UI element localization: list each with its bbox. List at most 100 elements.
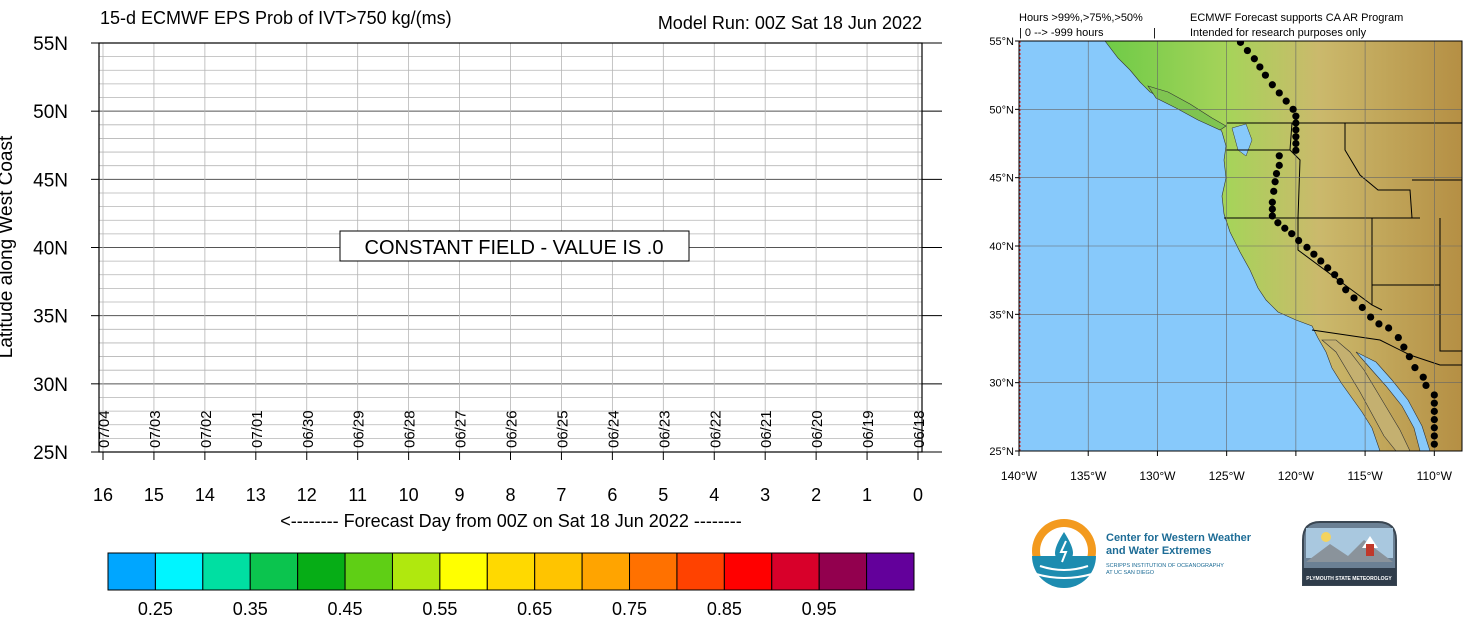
x-tick-label: 0 [913,485,923,505]
date-label: 07/02 [198,410,215,448]
map-y-tick-label: 30°N [989,378,1014,390]
colorbar-swatch [297,552,346,591]
colorbar-label: 0.55 [422,599,457,619]
plot-grid [99,42,922,453]
date-label: 06/29 [351,410,368,448]
map-legend-title: Hours >99%,>75%,>50% [1019,12,1143,24]
coast-point [1292,126,1300,134]
coast-point [1324,264,1332,272]
colorbar-swatch [866,552,915,591]
map-y-tick-label: 55°N [989,36,1014,48]
coast-point [1400,343,1408,351]
cw3e-sub-line1: SCRIPPS INSTITUTION OF OCEANOGRAPHY [1106,563,1224,569]
coast-point [1336,277,1344,286]
coast-point [1250,55,1258,63]
map-y-tick-label: 50°N [989,104,1014,116]
cw3e-logo [1032,519,1096,588]
date-label: 06/22 [707,410,724,448]
coast-point [1430,407,1438,415]
lightning-icon [1059,540,1068,563]
date-label: 06/21 [758,410,775,448]
x-tick-label: 6 [607,485,617,505]
colorbar-label: 0.25 [138,599,173,619]
colorbar-swatch [676,552,725,591]
coast-point [1268,205,1276,213]
y-tick-label: 50N [33,102,68,123]
coast-point [1275,161,1283,169]
date-label: 07/04 [96,410,113,448]
date-label: 07/01 [249,410,266,448]
x-tick-label: 4 [709,485,719,505]
colorbar-swatch [771,552,820,591]
coast-point [1292,133,1300,141]
x-tick-label: 9 [455,485,465,505]
colorbar-swatch [581,552,631,591]
date-label: 06/28 [402,410,419,448]
coast-point [1292,119,1300,127]
date-label: 06/18 [911,410,928,448]
puget-sound [1231,123,1253,157]
coast-point [1275,152,1283,160]
colorbar-swatch [439,552,488,591]
constant-field-annotation: CONSTANT FIELD - VALUE IS .0 [365,237,664,259]
date-label: 06/24 [605,410,622,448]
vancouver-island [1147,85,1227,131]
date-label: 06/26 [504,410,521,448]
coast-point [1419,373,1427,381]
annotation-box [339,230,690,262]
coast-point [1292,112,1300,120]
gulf-of-california [1355,351,1431,451]
x-tick-label: 2 [811,485,821,505]
plymouth-label: PLYMOUTH STATE METEOROLOGY [1306,576,1392,582]
date-labels: 07/04 07/03 07/02 07/01 06/30 06/29 06/28 06/27… [96,410,928,448]
coast-point [1274,219,1282,227]
plymouth-state-logo: PLYMOUTH STATE METEOROLOGY [1302,521,1397,586]
map-y-tick-labels: 25°N 30°N 35°N 40°N 45°N 50°N 55°N [989,36,1019,458]
coast-point [1271,178,1279,186]
coast-point [1358,303,1366,312]
coast-point [1405,353,1413,361]
coast-point [1268,198,1276,206]
coast-point [1367,313,1375,321]
coast-point [1261,71,1270,79]
x-tick-label: 3 [760,485,770,505]
colorbar-swatch [629,552,678,591]
map-y-tick-label: 25°N [989,446,1014,458]
x-tick-label: 5 [658,485,668,505]
cw3e-sub-line2: AT UC SAN DIEGO [1106,570,1155,576]
y-tick-label: 30N [33,375,68,396]
colorbar-swatch [107,552,156,591]
map-x-tick-label: 120°W [1278,469,1315,483]
colorbar-label: 0.75 [612,599,647,619]
date-label: 06/19 [860,410,877,448]
y-tick-label: 40N [33,239,68,260]
coast-point [1430,415,1438,424]
coast-point [1236,41,1245,46]
colorbar [107,552,915,591]
coast-point [1288,230,1296,238]
coast-point [1411,364,1419,372]
map-y-tick-label: 45°N [989,173,1014,185]
map-x-tick-label: 130°W [1139,469,1176,483]
colorbar-swatch [154,552,204,591]
y-tick-label: 55N [33,34,68,55]
colorbar-swatch [818,552,868,591]
map-legend-sep: | [1153,27,1156,39]
x-tick-label: 16 [93,485,113,505]
coast-point [1275,89,1283,97]
y-tick-label: 25N [33,443,68,464]
map-x-tick-label: 140°W [1001,469,1038,483]
map-x-tick-labels: 140°W 135°W 130°W 125°W 120°W 115°W 110°W [1001,451,1453,483]
colorbar-swatch [344,552,393,591]
date-label: 06/20 [809,410,826,448]
coast-point [1282,97,1290,105]
baja-peninsula [1321,339,1411,451]
coast-point [1243,46,1252,55]
map-x-tick-label: 110°W [1417,469,1453,483]
y-tick-label: 35N [33,307,68,328]
coast-point [1342,286,1350,294]
coast-point [1350,294,1358,302]
y-tick-labels: 25N 30N 35N 40N 45N 50N 55N [33,34,942,464]
coast-point [1289,105,1297,113]
